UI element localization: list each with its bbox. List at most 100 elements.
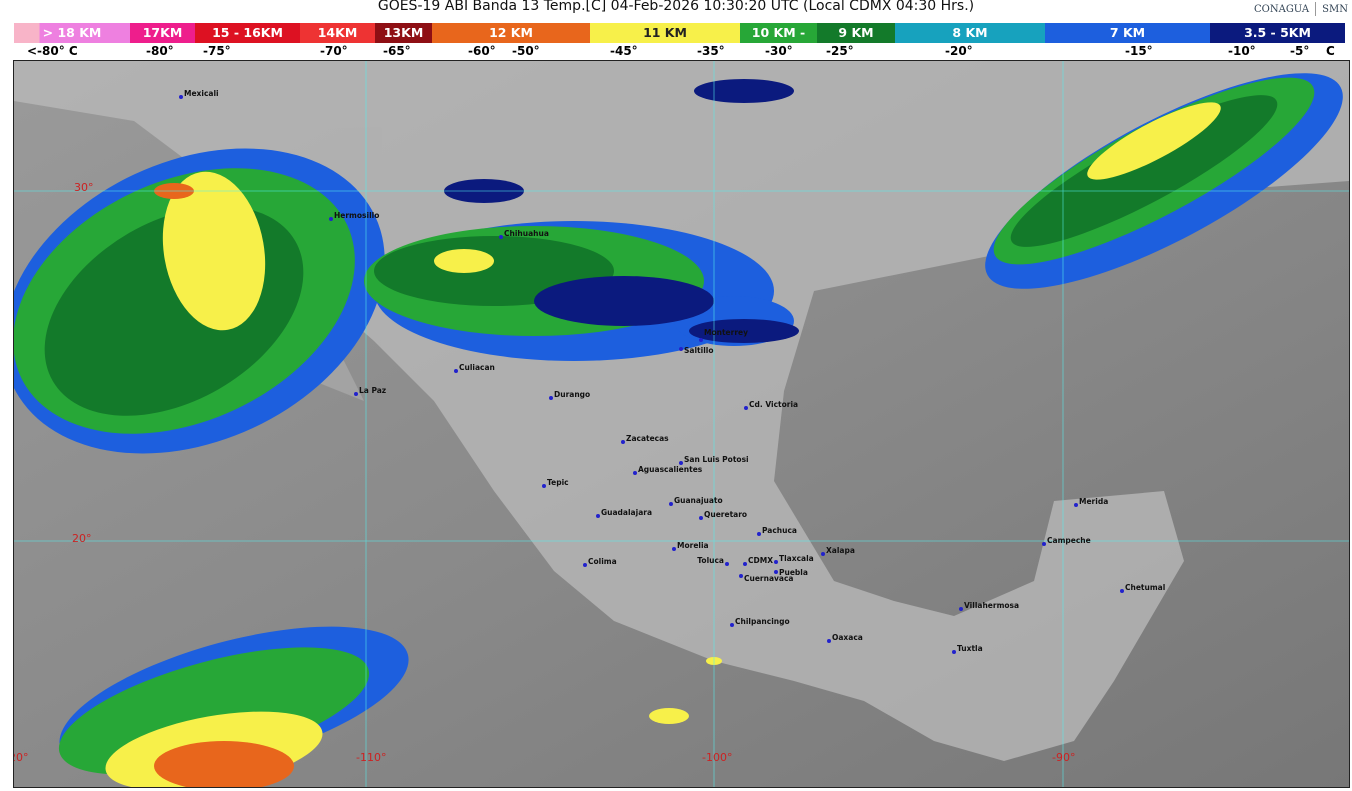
- city-label: Villahermosa: [964, 601, 1019, 610]
- city-marker: [549, 396, 553, 400]
- cloud-region: [434, 249, 494, 273]
- city-marker: [744, 406, 748, 410]
- city-marker: [499, 235, 503, 239]
- smn-logo: SMN: [1322, 3, 1348, 15]
- city-label: Merida: [1079, 497, 1108, 506]
- temperature-tick: -30°: [765, 44, 793, 58]
- city-label: Chetumal: [1125, 583, 1165, 592]
- city-label: Guanajuato: [674, 496, 723, 505]
- temperature-tick: -60°: [468, 44, 496, 58]
- cloud-region: [154, 741, 294, 787]
- city-label: Mexicali: [184, 89, 219, 98]
- legend-swatch: > 18 KM: [14, 23, 130, 43]
- city-marker: [1074, 503, 1078, 507]
- legend-swatch: 17KM: [130, 23, 195, 43]
- temperature-tick: -20°: [945, 44, 973, 58]
- city-marker: [672, 547, 676, 551]
- temperature-tick: -45°: [610, 44, 638, 58]
- longitude-label: -100°: [702, 751, 732, 764]
- legend-swatch: 12 KM: [432, 23, 590, 43]
- city-marker: [621, 440, 625, 444]
- city-label: Cd. Victoria: [749, 400, 798, 409]
- city-marker: [1120, 589, 1124, 593]
- temperature-tick: C: [1326, 44, 1335, 58]
- city-marker: [959, 607, 963, 611]
- legend-swatch: 9 KM: [817, 23, 895, 43]
- conagua-logo: CONAGUA: [1254, 3, 1310, 15]
- cloud-region: [1010, 95, 1278, 247]
- city-label: Campeche: [1047, 536, 1091, 545]
- city-marker: [699, 516, 703, 520]
- temperature-tick: -80°: [146, 44, 174, 58]
- city-marker: [679, 347, 683, 351]
- city-label: Queretaro: [704, 510, 747, 519]
- gridlines: [14, 61, 1349, 787]
- temperature-tick: -5°: [1290, 44, 1310, 58]
- city-marker: [827, 639, 831, 643]
- city-label: Tepic: [547, 478, 569, 487]
- city-label: Chihuahua: [504, 229, 549, 238]
- image-title: GOES-19 ABI Banda 13 Temp.[C] 04-Feb-202…: [377, 0, 975, 14]
- longitude-label: -110°: [356, 751, 386, 764]
- city-marker: [739, 574, 743, 578]
- city-marker: [730, 623, 734, 627]
- city-marker: [699, 338, 703, 342]
- legend-swatch: 8 KM: [895, 23, 1045, 43]
- temperature-tick: -25°: [826, 44, 854, 58]
- temperature-tick: -35°: [697, 44, 725, 58]
- latitude-label: 20°: [72, 532, 92, 545]
- temperature-tick: -15°: [1125, 44, 1153, 58]
- latitude-label: 30°: [74, 181, 94, 194]
- city-label: Chilpancingo: [735, 617, 790, 626]
- city-label: Aguascalientes: [638, 465, 703, 474]
- city-marker: [542, 484, 546, 488]
- cloud-tops: [14, 73, 1343, 787]
- city-label: Tuxtla: [957, 644, 983, 653]
- temperature-tick: -70°: [320, 44, 348, 58]
- city-marker: [354, 392, 358, 396]
- city-label: Monterrey: [704, 328, 748, 337]
- city-marker: [774, 560, 778, 564]
- cloud-region: [1087, 102, 1221, 180]
- city-label: Pachuca: [762, 526, 797, 535]
- city-label: Cuernavaca: [744, 574, 794, 583]
- city-label: Tlaxcala: [779, 554, 814, 563]
- temperature-tick: -10°: [1228, 44, 1256, 58]
- cloud-region: [649, 708, 689, 724]
- city-label: Zacatecas: [626, 434, 669, 443]
- legend-swatch: 15 - 16KM: [195, 23, 300, 43]
- city-label: Colima: [588, 557, 617, 566]
- city-marker: [743, 562, 747, 566]
- color-legend: > 18 KM 17KM 15 - 16KM 14KM 13KM 12 KM 11 KM 10…: [14, 23, 1345, 43]
- city-label: Culiacan: [459, 363, 495, 372]
- city-marker: [583, 563, 587, 567]
- city-marker: [596, 514, 600, 518]
- city-marker: [821, 552, 825, 556]
- legend-swatch: 7 KM: [1045, 23, 1210, 43]
- grid-labels: -120° -110° -100° -90° 30° 20°: [14, 181, 1075, 764]
- temperature-tick: -65°: [383, 44, 411, 58]
- city-marker: [669, 502, 673, 506]
- legend-swatch: 3.5 - 5KM: [1210, 23, 1345, 43]
- city-label: Xalapa: [826, 546, 855, 555]
- cloud-region: [694, 79, 794, 103]
- temperature-tick: <-80° C: [27, 44, 78, 58]
- legend-swatch: 10 KM -: [740, 23, 817, 43]
- city-markers: Mexicali Hermosillo Chihuahua Culiacan La Pa…: [179, 89, 1165, 654]
- city-marker: [179, 95, 183, 99]
- city-marker: [1042, 542, 1046, 546]
- city-marker: [679, 461, 683, 465]
- city-label: CDMX: [748, 556, 773, 565]
- satellite-map: -120° -110° -100° -90° 30° 20° Mexicali Hermos…: [13, 60, 1350, 788]
- city-marker: [454, 369, 458, 373]
- city-marker: [329, 217, 333, 221]
- city-label: Saltillo: [684, 346, 713, 355]
- temperature-tick: -50°: [512, 44, 540, 58]
- logo-divider: [1315, 2, 1317, 16]
- city-label: San Luis Potosi: [684, 455, 749, 464]
- city-label: Durango: [554, 390, 590, 399]
- city-marker: [774, 570, 778, 574]
- legend-swatch: 14KM: [300, 23, 375, 43]
- city-label: Oaxaca: [832, 633, 863, 642]
- cloud-region: [534, 276, 714, 326]
